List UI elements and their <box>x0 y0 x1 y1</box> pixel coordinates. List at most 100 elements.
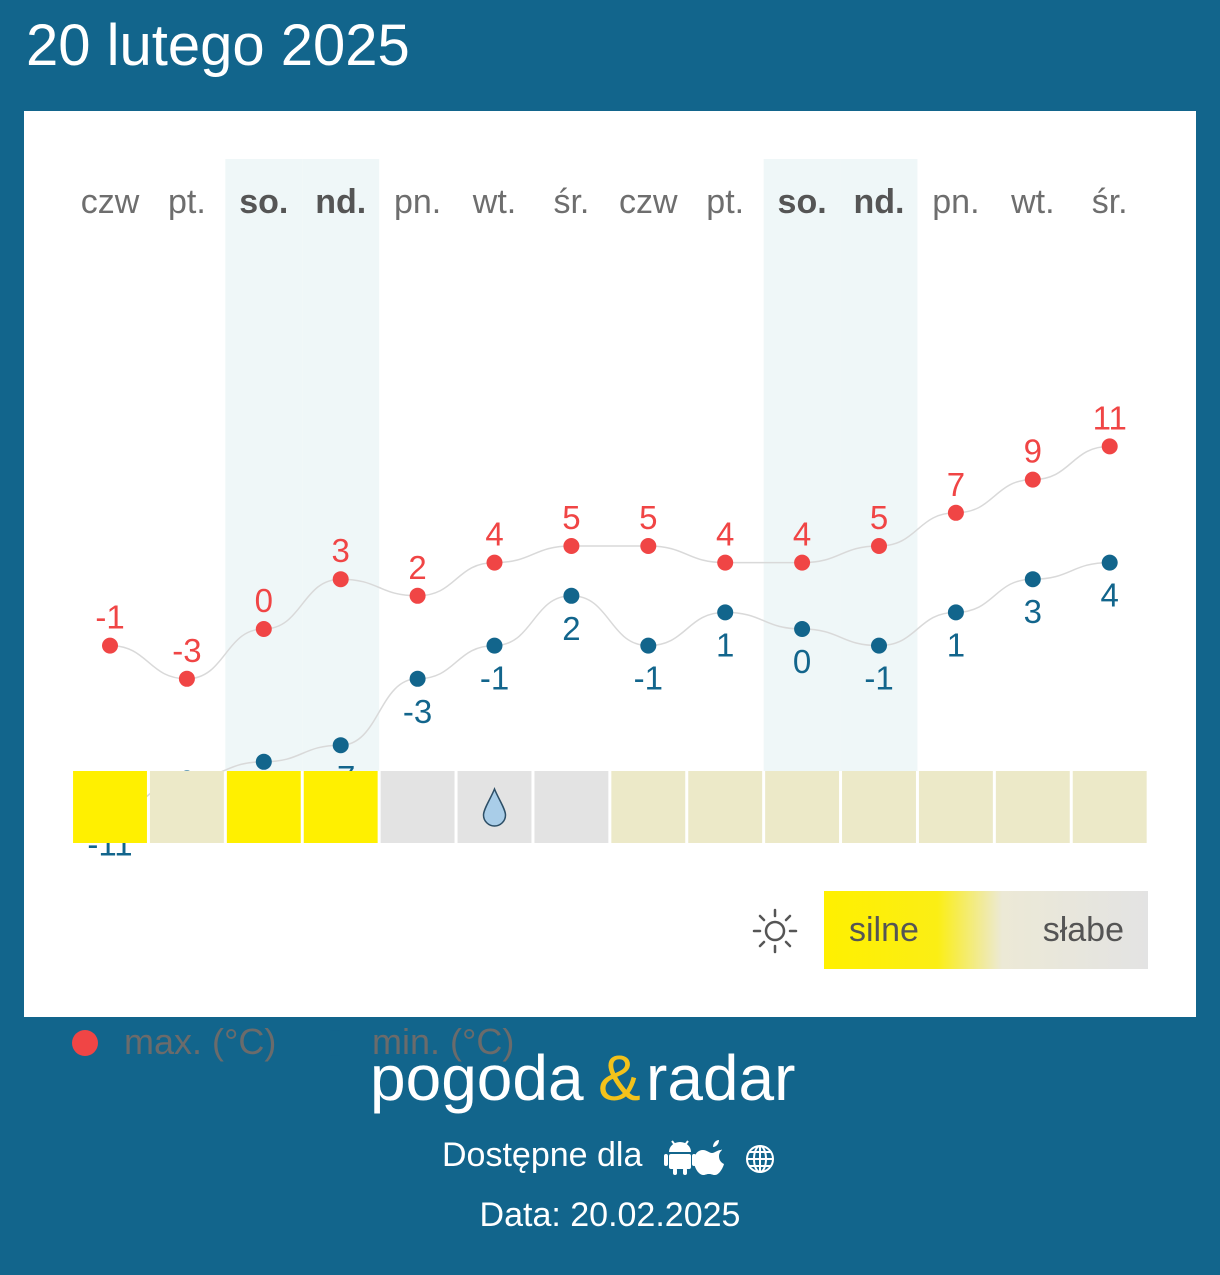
min-temp-line <box>109 561 1110 813</box>
min-temp-label: -1 <box>634 660 663 697</box>
max-temp-label: 5 <box>639 499 657 536</box>
sun-icon <box>752 908 798 954</box>
max-temp-label: 3 <box>332 532 350 569</box>
sun-box <box>534 771 609 843</box>
max-temp-label: -1 <box>95 599 124 636</box>
day-label: so. <box>778 183 827 221</box>
min-temp-label: -3 <box>403 693 432 730</box>
day-label: pn. <box>394 183 441 221</box>
min-temp-label: 1 <box>947 626 965 663</box>
max-temp-point <box>409 587 426 604</box>
max-temp-point <box>486 554 503 571</box>
day-label: czw <box>619 183 678 221</box>
max-temp-label: 7 <box>947 466 965 503</box>
min-temp-point <box>255 753 272 770</box>
legend-min-dot <box>322 1030 348 1056</box>
max-temp-point <box>640 538 657 554</box>
apple-icon[interactable] <box>694 1140 724 1175</box>
max-temp-point <box>332 571 349 588</box>
legend-max-label: max. (°C) <box>124 1021 277 1062</box>
day-label: wt. <box>1010 183 1054 221</box>
min-temp-point <box>563 587 580 604</box>
sun-box <box>303 771 378 843</box>
android-icon[interactable] <box>664 1140 696 1175</box>
sun-box <box>1072 771 1147 843</box>
min-temp-point <box>717 604 734 621</box>
sun-box <box>611 771 686 843</box>
min-temp-point <box>1101 554 1118 571</box>
min-temp-label: 1 <box>716 626 734 663</box>
weekend-band <box>840 159 918 771</box>
scale-strong-label: silne <box>849 911 919 949</box>
brand-ampersand: & <box>598 1042 641 1114</box>
min-temp-point <box>794 621 811 637</box>
legend-max-dot <box>72 1030 98 1056</box>
page-title: 20 lutego 2025 <box>26 13 410 78</box>
max-temp-label: 11 <box>1093 399 1127 436</box>
max-temp-point <box>1101 438 1118 455</box>
weekend-band <box>302 159 380 771</box>
max-temp-point <box>102 637 118 654</box>
sun-box <box>73 771 147 843</box>
max-temp-point <box>947 504 964 521</box>
min-temp-label: -1 <box>480 660 509 697</box>
max-temp-point <box>563 538 580 554</box>
max-temp-label: 5 <box>562 499 580 536</box>
date-line: Data: 20.02.2025 <box>479 1196 741 1234</box>
day-label: so. <box>239 183 288 221</box>
max-temp-label: 5 <box>870 499 888 536</box>
day-label: pn. <box>932 183 979 221</box>
brand-name-right: radar <box>646 1042 795 1114</box>
min-temp-label: 4 <box>1101 577 1119 614</box>
min-temp-point <box>486 637 503 654</box>
max-temp-point <box>717 554 734 571</box>
day-label: czw <box>81 183 140 221</box>
sun-box <box>995 771 1070 843</box>
legend-min-label: min. (°C) <box>372 1021 515 1062</box>
min-temp-point <box>409 670 426 687</box>
scale-weak-label: słabe <box>1042 911 1124 949</box>
max-temp-label: 4 <box>716 516 734 553</box>
globe-icon[interactable] <box>746 1145 774 1173</box>
min-temp-point <box>332 737 349 754</box>
max-temp-point <box>1024 471 1041 488</box>
day-label: pt. <box>168 183 206 221</box>
raindrop-icon <box>482 786 507 827</box>
min-temp-label: -1 <box>864 660 893 697</box>
sun-intensity-scale: silne słabe <box>824 891 1148 969</box>
max-temp-label: 4 <box>485 516 503 553</box>
sun-box <box>765 771 840 843</box>
brand-name-left: pogoda <box>370 1042 584 1114</box>
day-label: pt. <box>706 183 744 221</box>
platform-icons <box>664 1138 784 1181</box>
min-temp-label: 0 <box>793 643 811 680</box>
sun-box <box>149 771 224 843</box>
max-temp-label: 0 <box>255 582 273 619</box>
max-temp-point <box>178 670 195 687</box>
min-temp-point <box>1024 571 1041 588</box>
max-temp-label: 9 <box>1024 433 1042 470</box>
forecast-chart-card: czw pt. so. nd. pn. wt. śr. czw pt. so. nd. pn. wt. ś… <box>24 111 1196 1062</box>
temperature-chart: czw pt. so. nd. pn. wt. śr. czw pt. so. nd. pn. wt. ś… <box>73 159 1147 863</box>
sun-box <box>842 771 916 843</box>
brand-logo: pogoda & radar <box>370 1042 795 1114</box>
min-temp-point <box>640 637 657 654</box>
weekend-band <box>763 159 841 771</box>
min-temp-label: 2 <box>562 610 580 647</box>
sun-box <box>688 771 763 843</box>
day-label: wt. <box>472 183 516 221</box>
max-temp-label: 2 <box>408 549 426 586</box>
max-temp-point <box>255 621 272 637</box>
max-temp-label: 4 <box>793 516 811 553</box>
availability-text: Dostępne dla <box>442 1136 643 1174</box>
min-temp-label: 3 <box>1024 593 1042 630</box>
max-temp-label: -3 <box>172 632 201 669</box>
sun-box <box>380 771 455 843</box>
sun-box <box>918 771 993 843</box>
day-label: nd. <box>854 183 905 221</box>
weekend-band <box>225 159 303 771</box>
min-temp-point <box>947 604 964 621</box>
sun-box <box>226 771 301 843</box>
day-label: nd. <box>315 183 366 221</box>
min-temp-point <box>871 637 887 654</box>
